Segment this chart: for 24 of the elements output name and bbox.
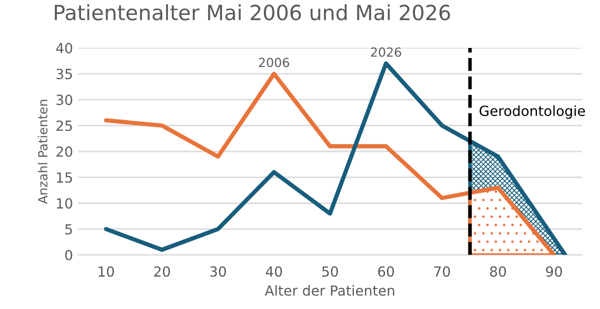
x-tick-label: 60 [378, 266, 394, 277]
y-axis-title: Anzahl Patienten [38, 100, 48, 204]
y-tick-label: 25 [56, 120, 72, 132]
x-tick-label: 70 [434, 266, 450, 277]
y-tick-label: 30 [56, 94, 72, 106]
x-tick-label: 50 [322, 266, 338, 277]
y-tick-label: 40 [56, 42, 72, 54]
x-tick-label: 90 [546, 266, 562, 277]
y-tick-label: 35 [56, 68, 72, 80]
ref-line-label: Gerodontologie [480, 105, 585, 119]
y-tick-label: 20 [56, 146, 72, 157]
chart-title: Patientenalter Mai 2006 und Mai 2026 [54, 4, 450, 20]
annotation: 2026 [371, 47, 402, 57]
x-tick-label: 10 [98, 266, 114, 277]
x-tick-label: 30 [210, 266, 226, 277]
x-tick-label: 20 [154, 266, 170, 277]
y-tick-label: 5 [65, 224, 72, 235]
x-tick-label: 80 [490, 266, 506, 277]
x-tick-label: 40 [266, 266, 282, 277]
y-tick-label: 10 [56, 198, 72, 209]
annotation: 2006 [259, 58, 290, 68]
y-tick-label: 15 [56, 172, 72, 183]
x-axis-title: Alter der Patienten [264, 285, 394, 296]
y-tick-label: 0 [65, 250, 72, 260]
